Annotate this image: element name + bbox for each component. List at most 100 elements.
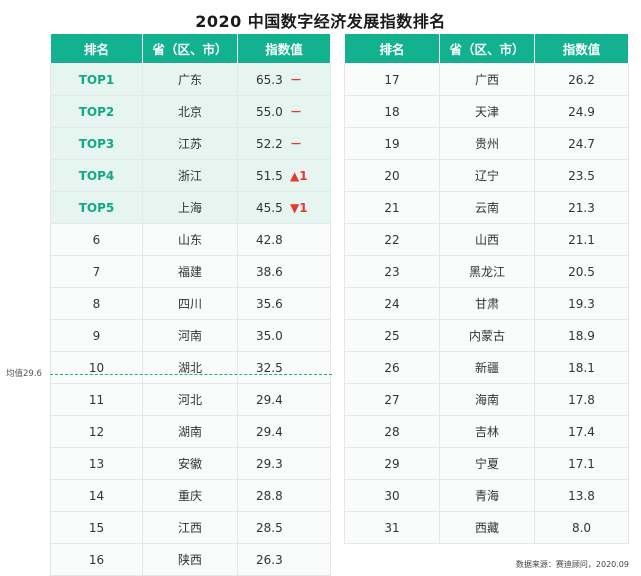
province-cell: 贵州 <box>439 127 535 160</box>
province-cell: 安徽 <box>142 447 238 480</box>
rank-cell: 24 <box>344 287 440 320</box>
rank-cell: TOP4 <box>50 159 143 192</box>
data-source: 数据来源：赛迪顾问，2020.09 <box>515 560 629 569</box>
province-cell: 北京 <box>142 95 238 128</box>
index-cell: 38.6 <box>237 255 331 288</box>
index-cell: 18.9 <box>534 319 629 352</box>
index-cell: 18.1 <box>534 351 629 384</box>
table-row: 10 湖北 32.5 26 新疆 18.1 <box>50 351 629 384</box>
rank-cell: TOP5 <box>50 191 143 224</box>
index-cell: 29.4 <box>237 383 331 416</box>
index-cell: 21.3 <box>534 191 629 224</box>
table-row: 11 河北 29.4 27 海南 17.8 <box>50 383 629 416</box>
average-line <box>50 374 332 375</box>
province-cell: 内蒙古 <box>439 319 535 352</box>
province-cell: 辽宁 <box>439 159 535 192</box>
index-cell: 20.5 <box>534 255 629 288</box>
index-cell: 42.8 <box>237 223 331 256</box>
gap <box>330 287 345 320</box>
province-cell: 甘肃 <box>439 287 535 320</box>
index-cell: 17.8 <box>534 383 629 416</box>
rank-cell: 14 <box>50 479 143 512</box>
province-cell: 福建 <box>142 255 238 288</box>
rank-change-badge: － <box>290 73 303 87</box>
gap <box>330 447 345 480</box>
rank-cell: 9 <box>50 319 143 352</box>
province-header: 省（区、市） <box>142 33 238 64</box>
index-cell: 55.0 － <box>237 95 331 128</box>
rank-cell: 16 <box>50 543 143 576</box>
rank-change-badge: － <box>290 105 303 119</box>
rank-cell: 15 <box>50 511 143 544</box>
rank-cell: 21 <box>344 191 440 224</box>
index-cell: 21.1 <box>534 223 629 256</box>
rank-cell: 8 <box>50 287 143 320</box>
index-value: 35.6 <box>256 296 283 311</box>
gap <box>330 383 345 416</box>
rank-cell: TOP2 <box>50 95 143 128</box>
gap <box>330 415 345 448</box>
table-row: 7 福建 38.6 23 黑龙江 20.5 <box>50 255 629 288</box>
rank-cell: 26 <box>344 351 440 384</box>
province-cell: 江苏 <box>142 127 238 160</box>
rank-cell: 12 <box>50 415 143 448</box>
rank-cell: 25 <box>344 319 440 352</box>
index-cell: 24.7 <box>534 127 629 160</box>
gap <box>330 543 345 576</box>
index-cell: 32.5 <box>237 351 331 384</box>
index-value: 45.5 <box>256 200 283 215</box>
table-row: 6 山东 42.8 22 山西 21.1 <box>50 223 629 256</box>
index-header: 指数值 <box>237 33 331 64</box>
index-value: 65.3 <box>256 73 283 87</box>
rank-change-badge: ▼1 <box>290 200 308 215</box>
chart-title: 2020 中国数字经济发展指数排名 <box>195 12 446 31</box>
table-row: TOP1 广东 65.3 － 17 广西 26.2 <box>50 63 629 96</box>
rank-header: 排名 <box>50 33 143 64</box>
province-cell: 重庆 <box>142 479 238 512</box>
province-cell: 广西 <box>439 63 535 96</box>
index-cell: 29.3 <box>237 447 331 480</box>
table-row: 9 河南 35.0 25 内蒙古 18.9 <box>50 319 629 352</box>
province-cell: 陕西 <box>142 543 238 576</box>
rank-cell: 7 <box>50 255 143 288</box>
index-value: 55.0 <box>256 105 283 119</box>
table-row: 12 湖南 29.4 28 吉林 17.4 <box>50 415 629 448</box>
index-cell: 35.0 <box>237 319 331 352</box>
gap <box>330 127 345 160</box>
table-row: 15 江西 28.5 31 西藏 8.0 <box>50 511 629 544</box>
index-cell: 8.0 <box>534 511 629 544</box>
gap <box>330 159 345 192</box>
rank-cell: TOP1 <box>50 63 143 96</box>
gap <box>330 95 345 128</box>
gap <box>330 319 345 352</box>
table-row: 8 四川 35.6 24 甘肃 19.3 <box>50 287 629 320</box>
province-cell: 天津 <box>439 95 535 128</box>
gap <box>330 191 345 224</box>
index-cell: 13.8 <box>534 479 629 512</box>
province-cell: 广东 <box>142 63 238 96</box>
rank-cell: 20 <box>344 159 440 192</box>
ranking-table: 排名 省（区、市） 指数值 排名 省（区、市） 指数值 TOP1 广东 65.3 － 1… <box>50 33 629 576</box>
index-cell: 28.8 <box>237 479 331 512</box>
rank-cell: 28 <box>344 415 440 448</box>
rank-cell: 10 <box>50 351 143 384</box>
index-value: 52.2 <box>256 137 283 151</box>
index-cell: 26.2 <box>534 63 629 96</box>
index-value: 28.5 <box>256 520 283 535</box>
index-cell: 23.5 <box>534 159 629 192</box>
rank-cell: 22 <box>344 223 440 256</box>
province-cell: 河南 <box>142 319 238 352</box>
rank-cell: 31 <box>344 511 440 544</box>
rank-cell: 18 <box>344 95 440 128</box>
table-row: TOP2 北京 55.0 － 18 天津 24.9 <box>50 95 629 128</box>
province-cell: 浙江 <box>142 159 238 192</box>
rank-cell: 30 <box>344 479 440 512</box>
gap <box>330 255 345 288</box>
index-value: 38.6 <box>256 264 283 279</box>
rank-change-badge: ▲1 <box>290 168 308 183</box>
rank-cell: 17 <box>344 63 440 96</box>
rank-cell: 6 <box>50 223 143 256</box>
province-cell: 西藏 <box>439 511 535 544</box>
gap <box>330 351 345 384</box>
gap <box>330 511 345 544</box>
